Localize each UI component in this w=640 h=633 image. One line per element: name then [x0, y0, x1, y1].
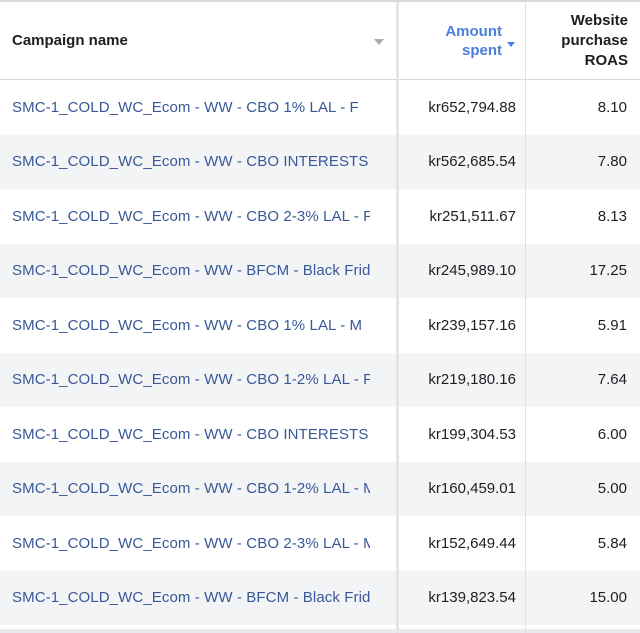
column-header-campaign-name[interactable]: Campaign name	[0, 2, 396, 79]
table-row[interactable]: SMC-1_COLD_WC_Ecom - WW - CBO INTERESTS …	[0, 407, 640, 462]
column-header-label: Amount spent	[445, 22, 515, 60]
table-row[interactable]: SMC-1_COLD_WC_Ecom - WW - CBO 2-3% LAL -…	[0, 516, 640, 571]
roas-cell: 8.13	[597, 207, 627, 225]
campaign-name-link[interactable]: SMC-1_COLD_WC_Ecom - WW - CBO INTERESTS …	[12, 425, 370, 443]
table-header: Campaign name Amount spent Website purch…	[0, 2, 640, 80]
column-header-label-line: Amount	[445, 22, 502, 40]
roas-cell: 7.80	[597, 153, 627, 171]
column-header-label: Campaign name	[12, 32, 128, 49]
table-row[interactable]: SMC-1_COLD_WC_Ecom - WW - CBO 1% LAL - M…	[0, 298, 640, 353]
horizontal-scrollbar-track[interactable]	[0, 629, 640, 633]
amount-spent-cell: kr139,823.54	[428, 589, 516, 607]
roas-cell: 6.00	[597, 425, 627, 443]
table-row[interactable]: SMC-1_COLD_WC_Ecom - WW - CBO 1-2% LAL -…	[0, 461, 640, 516]
table-row[interactable]: SMC-1_COLD_WC_Ecom - WW - CBO 1% LAL - F…	[0, 80, 640, 135]
table-row[interactable]: SMC-1_COLD_WC_Ecom - WW - CBO INTERESTS …	[0, 134, 640, 189]
table-body: SMC-1_COLD_WC_Ecom - WW - CBO 1% LAL - F…	[0, 80, 640, 625]
column-divider[interactable]	[525, 2, 526, 633]
column-header-amount-spent[interactable]: Amount spent	[399, 2, 525, 79]
column-header-label-line: Website	[570, 11, 628, 29]
campaign-name-link[interactable]: SMC-1_COLD_WC_Ecom - WW - CBO 2-3% LAL -…	[12, 534, 370, 552]
chevron-down-icon[interactable]	[374, 38, 384, 45]
amount-spent-cell: kr245,989.10	[428, 262, 516, 280]
campaign-name-link[interactable]: SMC-1_COLD_WC_Ecom - WW - CBO INTERESTS …	[12, 153, 370, 171]
roas-cell: 7.64	[597, 371, 627, 389]
roas-cell: 5.84	[597, 534, 627, 552]
campaign-name-link[interactable]: SMC-1_COLD_WC_Ecom - WW - CBO 2-3% LAL -…	[12, 207, 370, 225]
amount-spent-cell: kr152,649.44	[428, 534, 516, 552]
roas-cell: 15.00	[589, 589, 627, 607]
column-header-label-line: ROAS	[584, 51, 628, 69]
roas-cell: 8.10	[597, 98, 627, 116]
table-row[interactable]: SMC-1_COLD_WC_Ecom - WW - CBO 1-2% LAL -…	[0, 352, 640, 407]
campaign-name-link[interactable]: SMC-1_COLD_WC_Ecom - WW - CBO 1-2% LAL -…	[12, 371, 370, 389]
amount-spent-cell: kr219,180.16	[428, 371, 516, 389]
roas-cell: 5.91	[597, 316, 627, 334]
amount-spent-cell: kr199,304.53	[428, 425, 516, 443]
column-header-website-purchase-roas[interactable]: Website purchase ROAS	[526, 2, 640, 79]
campaign-name-link[interactable]: SMC-1_COLD_WC_Ecom - WW - BFCM - Black F…	[12, 589, 370, 607]
table-row[interactable]: SMC-1_COLD_WC_Ecom - WW - BFCM - Black F…	[0, 570, 640, 625]
campaign-name-link[interactable]: SMC-1_COLD_WC_Ecom - WW - BFCM - Black F…	[12, 262, 370, 280]
roas-cell: 5.00	[597, 480, 627, 498]
campaign-name-link[interactable]: SMC-1_COLD_WC_Ecom - WW - CBO 1% LAL - M	[12, 316, 363, 334]
sort-descending-icon[interactable]	[507, 42, 515, 48]
amount-spent-cell: kr160,459.01	[428, 480, 516, 498]
amount-spent-cell: kr251,511.67	[429, 207, 516, 225]
amount-spent-cell: kr652,794.88	[428, 98, 516, 116]
campaign-name-link[interactable]: SMC-1_COLD_WC_Ecom - WW - CBO 1% LAL - F	[12, 98, 359, 116]
table-row[interactable]: SMC-1_COLD_WC_Ecom - WW - BFCM - Black F…	[0, 243, 640, 298]
campaign-name-link[interactable]: SMC-1_COLD_WC_Ecom - WW - CBO 1-2% LAL -…	[12, 480, 370, 498]
table-row[interactable]: SMC-1_COLD_WC_Ecom - WW - CBO 2-3% LAL -…	[0, 189, 640, 244]
column-divider[interactable]	[396, 2, 399, 633]
column-header-label-line: purchase	[561, 31, 628, 49]
column-header-label-line: spent	[461, 41, 502, 59]
amount-spent-cell: kr562,685.54	[428, 153, 516, 171]
column-header-label: Website purchase ROAS	[561, 11, 628, 71]
roas-cell: 17.25	[589, 262, 627, 280]
amount-spent-cell: kr239,157.16	[428, 316, 516, 334]
